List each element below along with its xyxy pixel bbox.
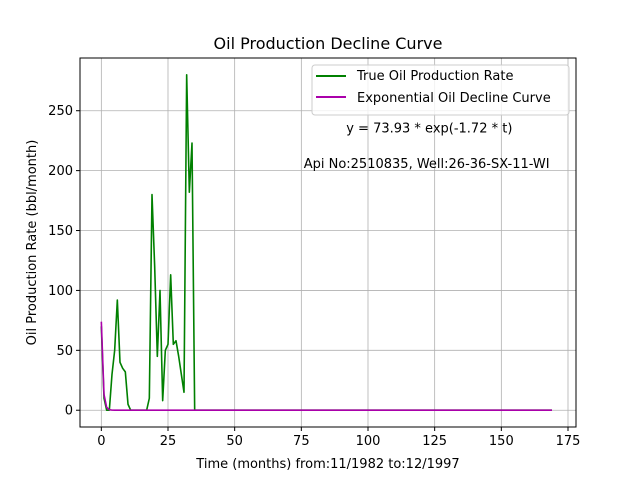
x-tick-label: 25 [160,434,177,449]
x-tick-label: 50 [226,434,243,449]
plot-frame [79,57,577,428]
legend-box [311,64,570,116]
x-tick-label: 75 [293,434,310,449]
legend: True Oil Production Rate Exponential Oil… [311,64,570,116]
y-tick-label: 200 [48,164,73,179]
decline-curve-line [100,321,552,412]
x-tick-label: 0 [97,434,105,449]
ticks: 0 25 50 75 100 125 150 175 0 50 100 150 200 250 [48,104,580,449]
y-tick-label: 0 [65,404,73,419]
x-tick-label: 125 [422,434,447,449]
y-tick-label: 100 [48,284,73,299]
y-tick-label: 150 [48,224,73,239]
true-rate-line [100,73,552,412]
x-tick-label: 150 [489,434,514,449]
x-axis-label: Time (months) from:11/1982 to:12/1997 [195,457,459,472]
series-layer [100,73,552,412]
y-axis-label: Oil Production Rate (bbl/month) [25,140,40,346]
well-info-annotation: Api No:2510835, Well:26-36-SX-11-WI [304,157,550,172]
x-tick-label: 100 [356,434,381,449]
y-tick-label: 250 [48,104,73,119]
legend-label-decline-curve: Exponential Oil Decline Curve [357,91,551,106]
y-tick-label: 50 [56,344,73,359]
chart-title: Oil Production Decline Curve [214,34,443,53]
x-tick-label: 175 [556,434,581,449]
equation-annotation: y = 73.93 * exp(-1.72 * t) [346,121,512,136]
legend-label-true-rate: True Oil Production Rate [356,69,513,84]
